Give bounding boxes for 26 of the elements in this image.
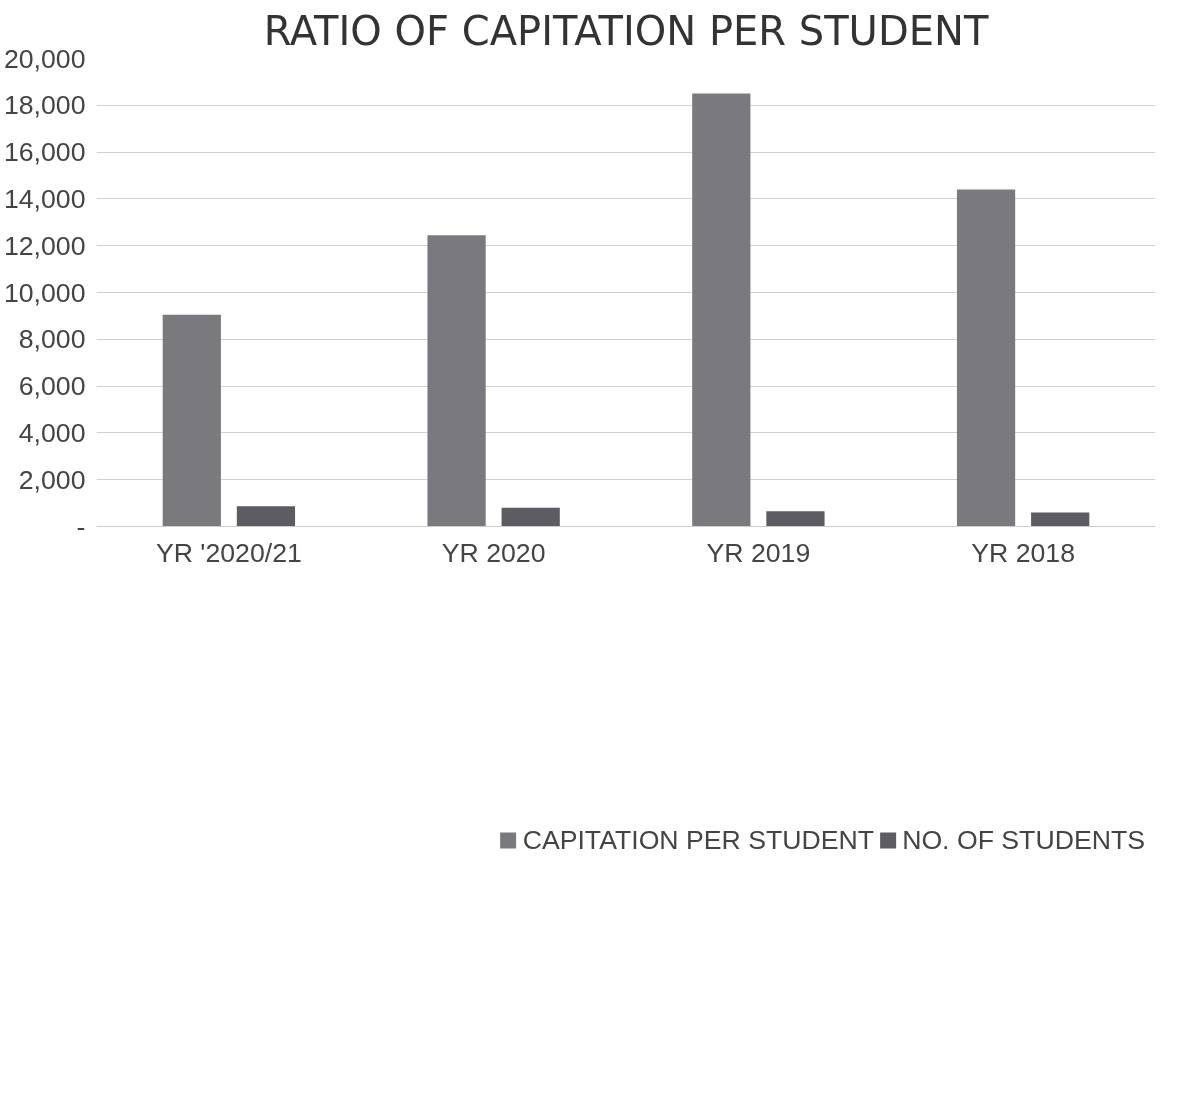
x-tick-label: YR 2019 [706, 537, 811, 568]
y-tick-label: - [76, 511, 86, 542]
x-tick-label: YR '2020/21 [155, 537, 302, 568]
y-tick-label: 12,000 [3, 230, 86, 261]
bar [501, 507, 560, 527]
chart-title: RATIO OF CAPITATION PER STUDENT [263, 7, 989, 54]
y-tick-label: 2,000 [18, 464, 86, 495]
y-tick-label: 20,000 [3, 43, 86, 74]
y-tick-label: 8,000 [18, 324, 86, 355]
y-tick-label: 4,000 [18, 417, 86, 448]
x-tick-label: YR 2020 [441, 537, 546, 568]
bar [236, 506, 296, 527]
y-tick-label: 6,000 [18, 371, 86, 402]
legend-label: CAPITATION PER STUDENT [522, 824, 875, 856]
x-tick-label: YR 2018 [971, 537, 1076, 568]
y-tick-label: 18,000 [3, 90, 86, 121]
bar [956, 189, 1016, 527]
y-tick-label: 16,000 [3, 137, 86, 168]
bar [692, 93, 751, 527]
bar [766, 511, 825, 527]
bar [162, 314, 221, 527]
y-tick-label: 14,000 [3, 183, 86, 214]
legend-label: NO. OF STUDENTS [902, 824, 1145, 856]
y-tick-label: 10,000 [3, 277, 86, 308]
bar [427, 235, 486, 527]
bar [1031, 512, 1090, 527]
